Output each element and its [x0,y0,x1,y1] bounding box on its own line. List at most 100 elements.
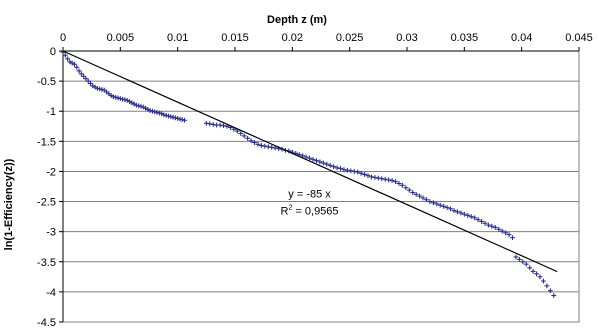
data-point [163,113,169,118]
r-squared-exponent: 2 [288,205,292,212]
data-point [207,121,213,127]
data-point [527,265,533,271]
data-point [444,205,450,210]
data-point [152,109,158,115]
y-tick-label: -4 [46,287,56,299]
data-point [510,235,515,241]
data-point [461,211,467,217]
data-point [265,144,271,150]
data-point [150,108,155,114]
data-point [122,97,128,103]
x-tick-label: 0 [60,32,66,44]
data-point [417,193,423,199]
data-point [389,178,395,183]
data-point [262,143,268,149]
data-point [448,206,453,212]
data-point [255,141,261,147]
data-point [172,115,178,121]
data-point [344,167,350,173]
data-point [221,123,226,129]
y-tick-label: -0.5 [37,76,56,88]
x-tick-label: 0.015 [221,32,249,44]
trendline [62,50,558,273]
data-point [65,56,70,62]
data-point [551,293,557,298]
grid-lines [63,80,579,323]
data-point [74,64,80,70]
data-point [465,213,471,218]
data-point [115,95,121,101]
data-point [307,155,312,161]
data-point [99,87,105,92]
data-point [468,214,474,220]
data-point [136,103,142,109]
data-point [541,278,546,284]
data-point [365,173,371,179]
data-point [393,179,398,185]
data-point [113,94,119,100]
data-point [437,202,443,208]
r-squared-value: = 0,9565 [292,206,338,218]
y-tick-label: -2 [46,166,56,178]
data-point [358,170,364,176]
data-point [413,191,419,197]
r-squared-prefix: R [281,206,289,218]
data-point [434,201,440,207]
data-point [203,120,209,126]
data-point [310,157,316,162]
data-point [111,94,116,100]
data-point [166,113,171,119]
data-point [97,86,103,92]
data-point [133,102,139,108]
data-point [410,190,416,195]
y-axis-title: ln(1-Efficiency(z)) [3,158,15,250]
data-point [78,71,84,77]
data-point [351,169,357,174]
data-point [362,172,367,177]
y-tick-label: 0 [50,46,56,58]
data-point [382,176,388,182]
data-point [210,122,216,127]
x-tick-label: 0.035 [451,32,479,44]
data-point [430,200,436,206]
data-point [272,145,278,151]
x-axis-title: Depth z (m) [267,14,327,26]
y-tick-labels: 0 -0.5 -1 -1.5 -2 -2.5 -3 -3.5 -4 -4.5 [37,46,63,329]
data-point [120,96,126,102]
data-point [317,159,323,165]
data-point [534,271,539,277]
x-tick-label: 0.03 [396,32,417,44]
data-point [238,131,244,136]
data-point [217,122,223,128]
plot-area [62,50,580,323]
data-point [62,52,68,58]
data-point [331,164,337,170]
data-point [451,208,457,213]
data-point [427,199,433,204]
data-point [175,116,181,121]
data-point [379,176,385,182]
data-point [503,230,509,236]
y-tick-label: -3 [46,227,56,239]
data-point [369,174,374,180]
data-point [324,161,330,167]
y-tick-label: -1 [46,106,56,118]
x-tick-label: 0.045 [565,32,593,44]
x-tick-labels: 0 0.005 0.01 0.015 0.02 0.025 0.03 0.035 0.04 0.0… [60,32,593,51]
data-point [314,158,319,164]
data-point [248,138,254,144]
data-point [76,68,82,74]
data-point [492,225,498,230]
y-tick-label: -4.5 [37,317,56,329]
data-point [486,222,491,228]
data-point [537,274,543,280]
data-point [479,219,484,224]
data-point [530,269,536,274]
data-point [182,117,187,123]
data-point [420,195,426,201]
data-point [241,133,247,139]
y-tick-label: -3.5 [37,257,56,269]
data-point [475,217,481,223]
data-point [341,167,347,173]
